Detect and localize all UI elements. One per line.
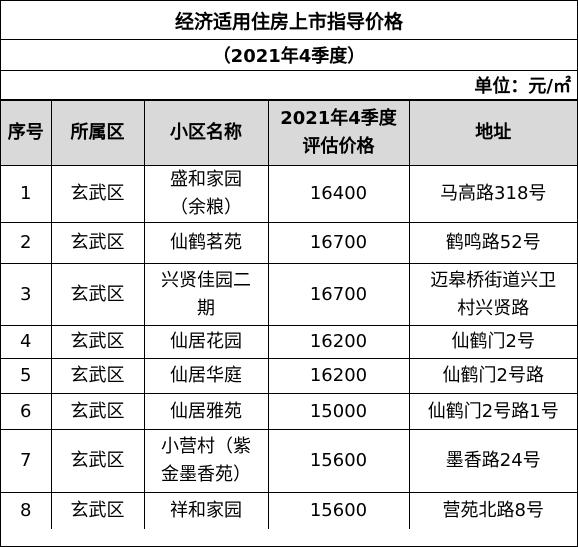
cell-district: 玄武区 <box>50 263 145 326</box>
community-line1: 小营村（紫 <box>161 436 251 457</box>
cell-community: 祥和家园 <box>143 492 269 529</box>
cell-no: 4 <box>1 325 52 359</box>
table-title: 经济适用住房上市指导价格 <box>1 1 577 40</box>
address-line2: 村兴贤路 <box>457 297 530 319</box>
cell-district: 玄武区 <box>50 222 145 264</box>
header-price-line1: 2021年4季度 <box>280 108 397 129</box>
cell-no: 3 <box>1 263 52 326</box>
cell-price: 16700 <box>267 222 410 264</box>
cell-community: 仙鹤茗苑 <box>143 222 269 264</box>
cell-address: 墨香路24号 <box>408 429 577 493</box>
table-row: 6 玄武区 仙居雅苑 15000 仙鹤门2号路1号 <box>1 393 577 430</box>
header-district: 所属区 <box>50 100 145 166</box>
cell-no: 5 <box>1 358 52 394</box>
cell-price: 16400 <box>267 165 410 223</box>
price-table: 序号 所属区 小区名称 2021年4季度 评估价格 地址 1 玄武区 盛和家园 （… <box>1 100 577 529</box>
cell-price: 15000 <box>267 393 410 430</box>
header-address: 地址 <box>408 100 577 166</box>
cell-no: 2 <box>1 222 52 264</box>
cell-community: 仙居雅苑 <box>143 393 269 430</box>
cell-price: 16200 <box>267 325 410 359</box>
cell-community: 盛和家园 （余粮） <box>143 165 269 223</box>
cell-no: 8 <box>1 492 52 529</box>
cell-district: 玄武区 <box>50 165 145 223</box>
table-subtitle: （2021年4季度） <box>1 40 577 71</box>
community-line2: （余粮） <box>170 197 242 218</box>
cell-district: 玄武区 <box>50 393 145 430</box>
cell-address: 仙鹤门2号 <box>408 325 577 359</box>
cell-address: 迈皋桥街道兴卫 村兴贤路 <box>408 263 577 326</box>
header-no: 序号 <box>1 100 52 166</box>
cell-community: 仙居花园 <box>143 325 269 359</box>
header-price-line2: 评估价格 <box>302 136 375 157</box>
table-row: 4 玄武区 仙居花园 16200 仙鹤门2号 <box>1 325 577 359</box>
address-line1: 迈皋桥街道兴卫 <box>430 269 557 291</box>
table-row: 2 玄武区 仙鹤茗苑 16700 鹤鸣路52号 <box>1 222 577 264</box>
cell-address: 仙鹤门2号路 <box>408 358 577 394</box>
cell-address: 鹤鸣路52号 <box>408 222 577 264</box>
cell-address: 马高路318号 <box>408 165 577 223</box>
cell-community: 小营村（紫金墨香苑） <box>143 429 269 493</box>
cell-address: 营苑北路8号 <box>408 492 577 529</box>
cell-address: 仙鹤门2号路1号 <box>408 393 577 430</box>
table-row: 5 玄武区 仙居华庭 16200 仙鹤门2号路 <box>1 358 577 394</box>
cell-price: 16700 <box>267 263 410 326</box>
cell-no: 1 <box>1 165 52 223</box>
cell-district: 玄武区 <box>50 325 145 359</box>
cell-district: 玄武区 <box>50 429 145 493</box>
cell-price: 15600 <box>267 429 410 493</box>
table-row: 1 玄武区 盛和家园 （余粮） 16400 马高路318号 <box>1 165 577 223</box>
community-line2: 金墨香苑） <box>161 464 251 485</box>
unit-label: 单位：元/㎡ <box>1 71 577 100</box>
cell-no: 6 <box>1 393 52 430</box>
table-row: 3 玄武区 兴贤佳园二期 16700 迈皋桥街道兴卫 村兴贤路 <box>1 263 577 326</box>
table-row: 7 玄武区 小营村（紫金墨香苑） 15600 墨香路24号 <box>1 429 577 493</box>
table-row: 8 玄武区 祥和家园 15600 营苑北路8号 <box>1 492 577 529</box>
cell-price: 16200 <box>267 358 410 394</box>
community-line2: 期 <box>197 297 215 319</box>
community-line1: 盛和家园 <box>170 169 242 190</box>
community-line1: 兴贤佳园二 <box>161 269 251 291</box>
header-row: 序号 所属区 小区名称 2021年4季度 评估价格 地址 <box>1 100 577 166</box>
cell-no: 7 <box>1 429 52 493</box>
cell-price: 15600 <box>267 492 410 529</box>
cell-community: 仙居华庭 <box>143 358 269 394</box>
cell-district: 玄武区 <box>50 358 145 394</box>
header-price: 2021年4季度 评估价格 <box>267 100 410 166</box>
cell-community: 兴贤佳园二期 <box>143 263 269 326</box>
cell-district: 玄武区 <box>50 492 145 529</box>
header-community: 小区名称 <box>143 100 269 166</box>
